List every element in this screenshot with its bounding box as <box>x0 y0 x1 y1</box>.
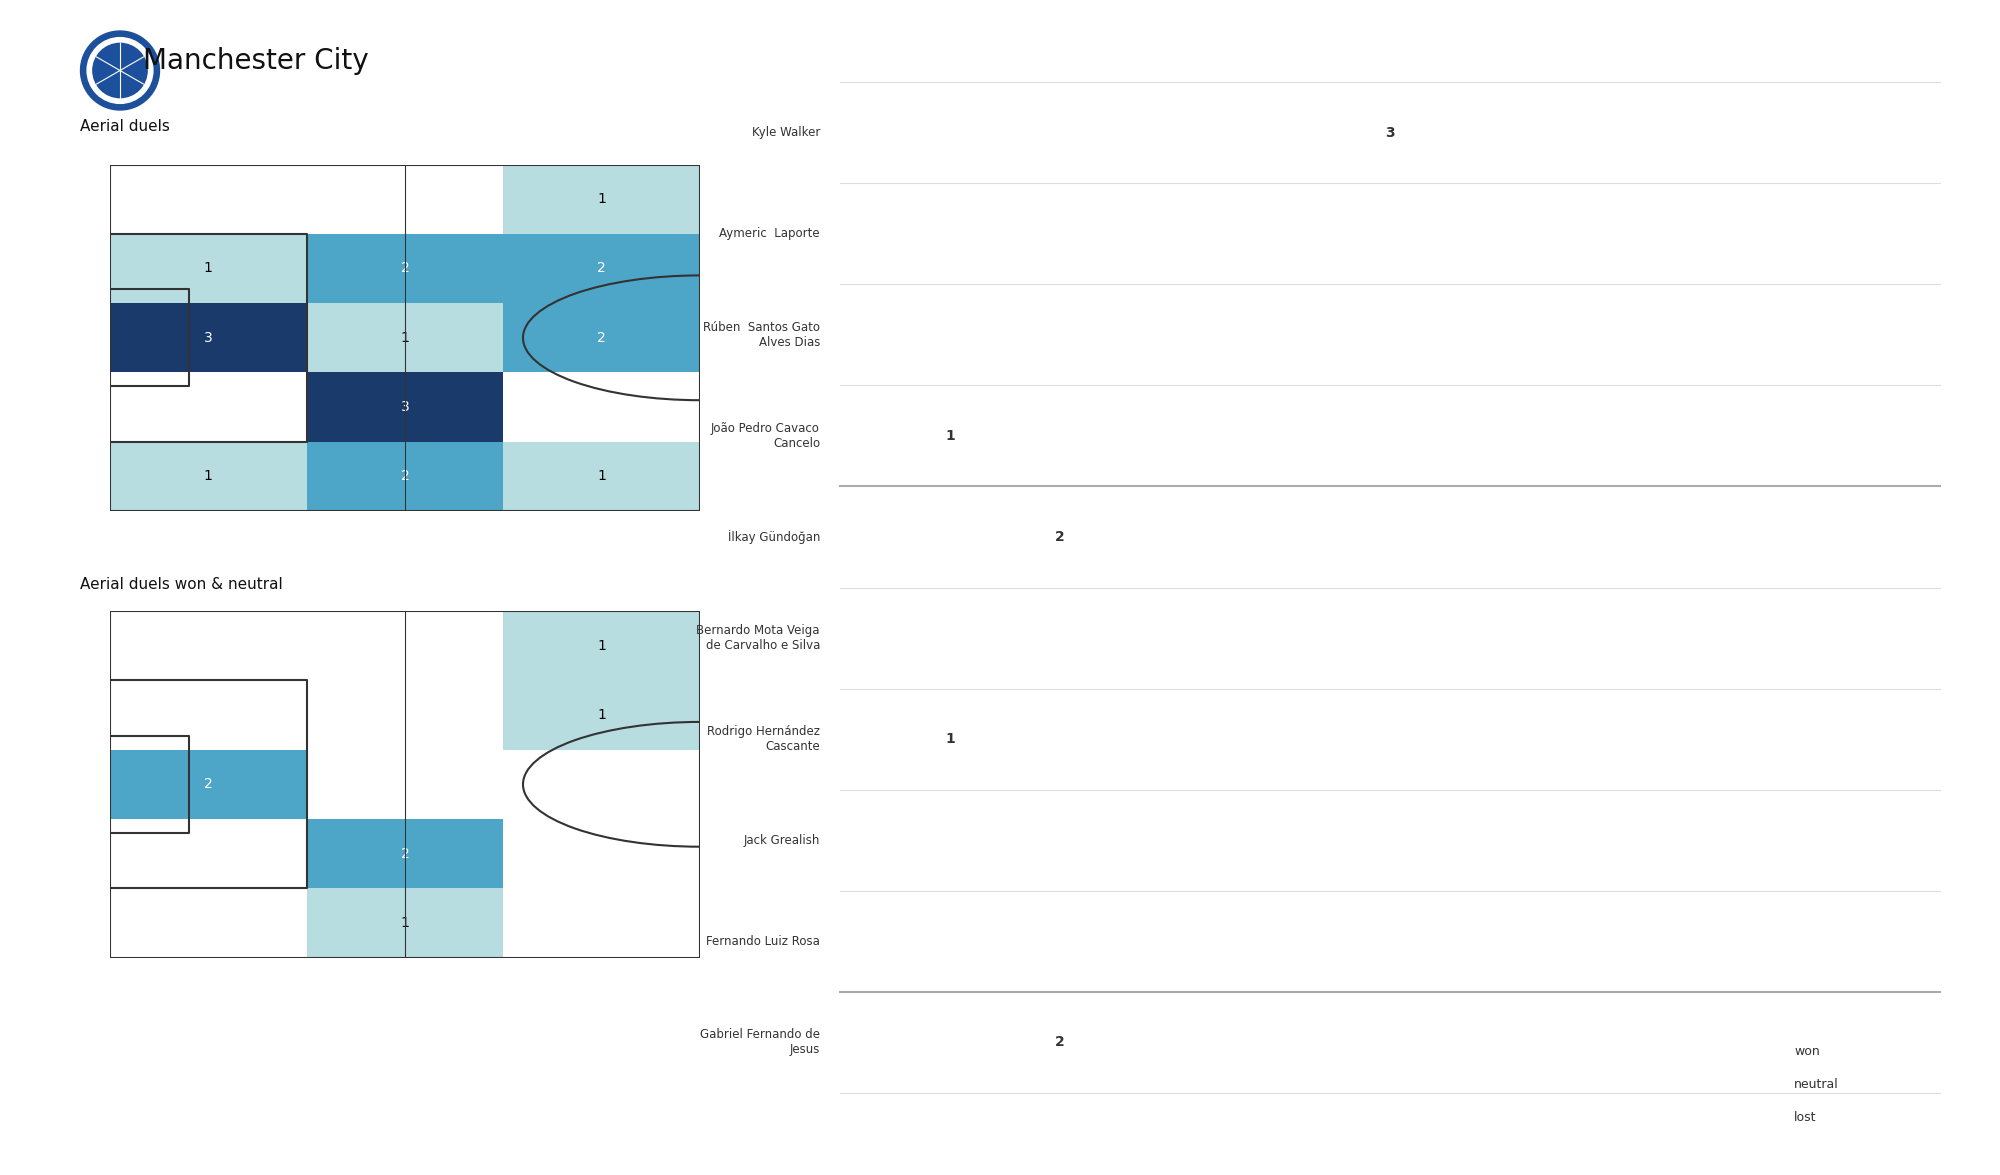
Bar <box>110 303 306 372</box>
Text: Kyle Walker: Kyle Walker <box>752 126 820 140</box>
Bar <box>110 442 306 511</box>
Bar <box>110 611 306 680</box>
Text: 1: 1 <box>598 709 606 721</box>
Bar <box>110 888 306 958</box>
Text: Gabriel Fernando de
Jesus: Gabriel Fernando de Jesus <box>700 1028 820 1056</box>
Text: 1: 1 <box>946 328 954 342</box>
Bar <box>110 165 306 234</box>
Bar <box>306 750 504 819</box>
Text: Manchester City: Manchester City <box>144 47 368 75</box>
Bar <box>504 611 700 680</box>
Circle shape <box>88 38 152 103</box>
Bar <box>306 165 504 234</box>
Text: 2: 2 <box>1056 530 1064 544</box>
Text: Aymeric  Laporte: Aymeric Laporte <box>720 227 820 241</box>
Text: 2: 2 <box>1056 227 1064 241</box>
Bar <box>110 750 306 819</box>
Text: 2: 2 <box>598 262 606 275</box>
Text: Bernardo Mota Veiga
de Carvalho e Silva: Bernardo Mota Veiga de Carvalho e Silva <box>696 624 820 652</box>
Text: Aerial duels won & neutral: Aerial duels won & neutral <box>80 577 282 592</box>
Text: İlkay Gündoğan: İlkay Gündoğan <box>728 530 820 544</box>
Text: 1: 1 <box>204 262 212 275</box>
Text: Rodrigo Hernández
Cascante: Rodrigo Hernández Cascante <box>708 725 820 753</box>
Bar <box>306 611 504 680</box>
Bar <box>504 680 700 750</box>
Bar <box>306 819 504 888</box>
Bar <box>504 372 700 442</box>
Text: 1: 1 <box>946 833 954 847</box>
Text: Jack Grealish: Jack Grealish <box>744 833 820 847</box>
Circle shape <box>92 43 148 98</box>
Text: 2: 2 <box>1056 1035 1064 1049</box>
Bar <box>110 234 306 303</box>
Bar <box>504 165 700 234</box>
Circle shape <box>80 31 160 110</box>
Bar <box>504 819 700 888</box>
Text: 1: 1 <box>598 193 606 206</box>
Bar <box>110 819 306 888</box>
Bar <box>110 680 306 750</box>
Bar <box>306 680 504 750</box>
Text: 2: 2 <box>1056 631 1064 645</box>
Text: 1: 1 <box>946 934 954 948</box>
Text: 2: 2 <box>400 470 410 483</box>
Text: 2: 2 <box>400 847 410 860</box>
Text: Fernando Luiz Rosa: Fernando Luiz Rosa <box>706 934 820 948</box>
Text: Rúben  Santos Gato
Alves Dias: Rúben Santos Gato Alves Dias <box>704 321 820 349</box>
Bar <box>306 234 504 303</box>
Text: 3: 3 <box>1386 126 1394 140</box>
Bar <box>504 888 700 958</box>
Text: 1: 1 <box>400 331 410 344</box>
Text: Aerial duels: Aerial duels <box>80 119 170 134</box>
Bar <box>306 888 504 958</box>
Bar <box>504 442 700 511</box>
Text: 2: 2 <box>598 331 606 344</box>
Text: 1: 1 <box>598 639 606 652</box>
Bar <box>504 750 700 819</box>
Text: 1: 1 <box>946 732 954 746</box>
Text: 3: 3 <box>204 331 212 344</box>
Bar <box>306 372 504 442</box>
Text: João Pedro Cavaco
Cancelo: João Pedro Cavaco Cancelo <box>712 422 820 450</box>
Text: 1: 1 <box>946 429 954 443</box>
Text: 1: 1 <box>946 126 954 140</box>
Text: 3: 3 <box>400 401 410 414</box>
Bar <box>504 303 700 372</box>
Text: 2: 2 <box>204 778 212 791</box>
Text: 2: 2 <box>400 262 410 275</box>
Text: 1: 1 <box>598 470 606 483</box>
Text: won: won <box>1794 1045 1820 1059</box>
Text: lost: lost <box>1794 1110 1816 1124</box>
Text: neutral: neutral <box>1794 1077 1838 1092</box>
Text: 1: 1 <box>400 916 410 929</box>
Bar <box>306 303 504 372</box>
Bar <box>306 442 504 511</box>
Text: 1: 1 <box>204 470 212 483</box>
Bar <box>110 372 306 442</box>
Bar <box>504 234 700 303</box>
